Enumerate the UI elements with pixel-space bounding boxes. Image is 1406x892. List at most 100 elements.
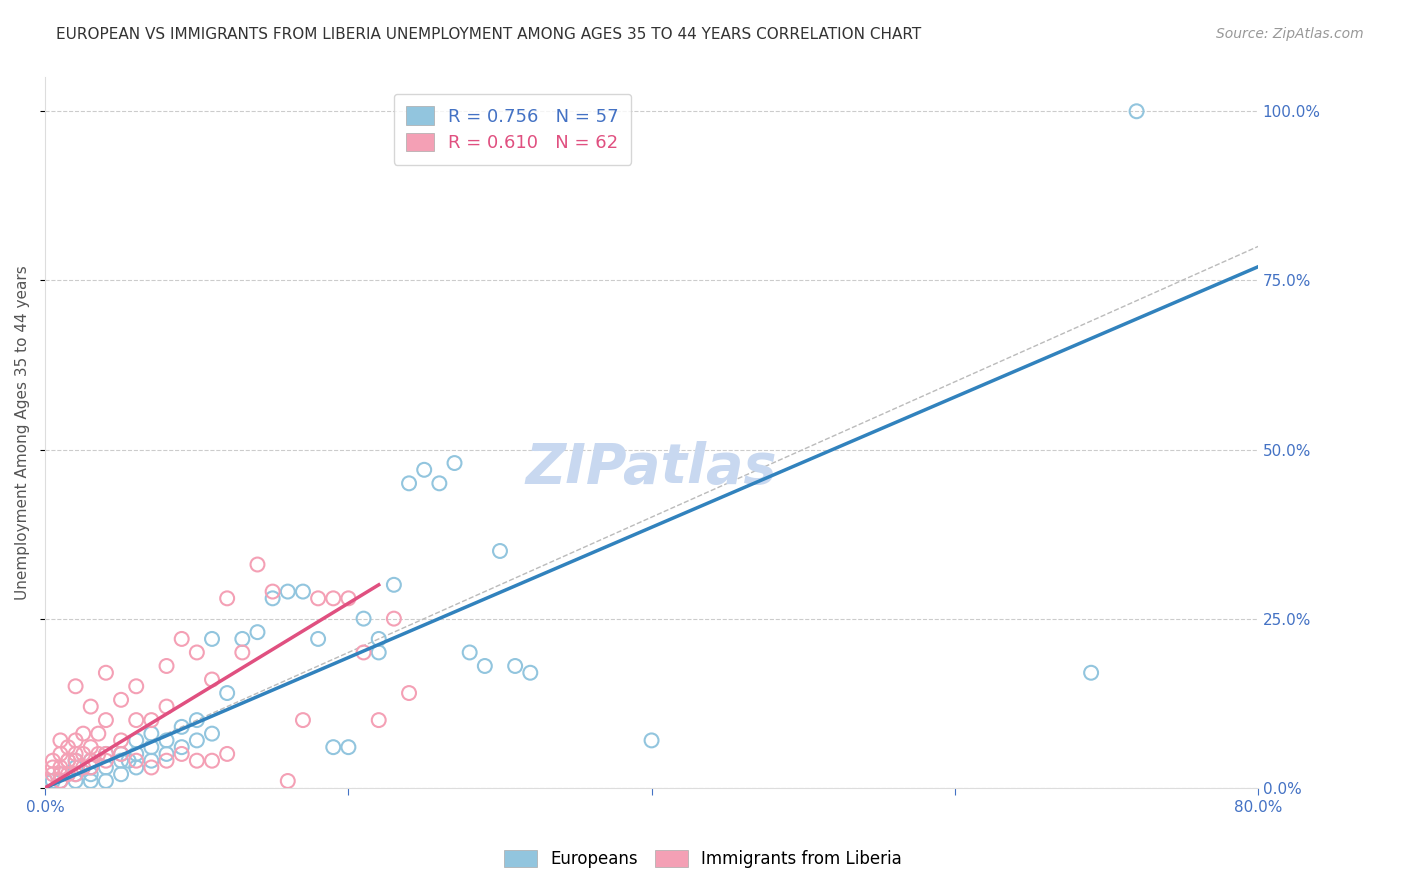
Point [65, 760, 87, 774]
Point [49, 733, 72, 747]
Point [125, 760, 148, 774]
Text: Source: ZipAtlas.com: Source: ZipAtlas.com [1216, 27, 1364, 41]
Point [155, 659, 177, 673]
Point [80, 774, 103, 789]
Point [72, 760, 94, 774]
Point [65, 767, 87, 781]
Point [307, 591, 329, 606]
Point [110, 733, 132, 747]
Point [34, 774, 56, 789]
Point [72, 747, 94, 761]
Point [367, 713, 389, 727]
Point [217, 591, 239, 606]
Point [87, 726, 110, 740]
Point [125, 713, 148, 727]
Point [353, 645, 375, 659]
Point [186, 733, 208, 747]
Point [65, 679, 87, 693]
Point [110, 754, 132, 768]
Point [277, 584, 299, 599]
Point [56, 767, 79, 781]
Point [141, 726, 163, 740]
Point [80, 740, 103, 755]
Point [155, 754, 177, 768]
Point [640, 733, 662, 747]
Point [49, 760, 72, 774]
Point [246, 558, 269, 572]
Point [413, 463, 436, 477]
Point [80, 760, 103, 774]
Point [125, 733, 148, 747]
Point [94, 665, 117, 680]
Point [94, 774, 117, 789]
Point [94, 713, 117, 727]
Point [125, 754, 148, 768]
Point [34, 774, 56, 789]
Point [291, 713, 314, 727]
Point [80, 767, 103, 781]
Point [80, 754, 103, 768]
Point [80, 754, 103, 768]
Point [155, 747, 177, 761]
Point [49, 774, 72, 789]
Point [42, 774, 65, 789]
Point [56, 754, 79, 768]
Point [489, 544, 512, 558]
Point [382, 612, 405, 626]
Point [1080, 665, 1102, 680]
Point [353, 612, 375, 626]
Point [277, 774, 299, 789]
Point [110, 693, 132, 707]
Point [186, 645, 208, 659]
Point [367, 632, 389, 646]
Text: ZIPatlas: ZIPatlas [526, 442, 778, 495]
Point [322, 740, 344, 755]
Point [42, 754, 65, 768]
Legend: Europeans, Immigrants from Liberia: Europeans, Immigrants from Liberia [498, 843, 908, 875]
Point [141, 760, 163, 774]
Point [201, 754, 224, 768]
Point [72, 726, 94, 740]
Point [503, 659, 526, 673]
Point [125, 679, 148, 693]
Point [262, 591, 284, 606]
Text: EUROPEAN VS IMMIGRANTS FROM LIBERIA UNEMPLOYMENT AMONG AGES 35 TO 44 YEARS CORRE: EUROPEAN VS IMMIGRANTS FROM LIBERIA UNEM… [56, 27, 921, 42]
Point [382, 578, 405, 592]
Point [65, 733, 87, 747]
Point [367, 645, 389, 659]
Point [170, 720, 193, 734]
Point [110, 747, 132, 761]
Point [141, 740, 163, 755]
Point [141, 754, 163, 768]
Point [125, 747, 148, 761]
Point [65, 754, 87, 768]
Point [443, 456, 465, 470]
Point [94, 747, 117, 761]
Point [87, 747, 110, 761]
Point [80, 699, 103, 714]
Point [246, 625, 269, 640]
Point [337, 591, 360, 606]
Point [155, 699, 177, 714]
Point [1125, 104, 1147, 119]
Point [519, 665, 541, 680]
Point [170, 632, 193, 646]
Y-axis label: Unemployment Among Ages 35 to 44 years: Unemployment Among Ages 35 to 44 years [15, 265, 30, 600]
Point [155, 733, 177, 747]
Point [398, 686, 420, 700]
Legend: R = 0.756   N = 57, R = 0.610   N = 62: R = 0.756 N = 57, R = 0.610 N = 62 [394, 94, 631, 165]
Point [42, 767, 65, 781]
Point [201, 726, 224, 740]
Point [170, 740, 193, 755]
Point [217, 686, 239, 700]
Point [94, 760, 117, 774]
Point [201, 632, 224, 646]
Point [231, 632, 253, 646]
Point [170, 747, 193, 761]
Point [110, 767, 132, 781]
Point [474, 659, 496, 673]
Point [186, 713, 208, 727]
Point [291, 584, 314, 599]
Point [65, 747, 87, 761]
Point [56, 740, 79, 755]
